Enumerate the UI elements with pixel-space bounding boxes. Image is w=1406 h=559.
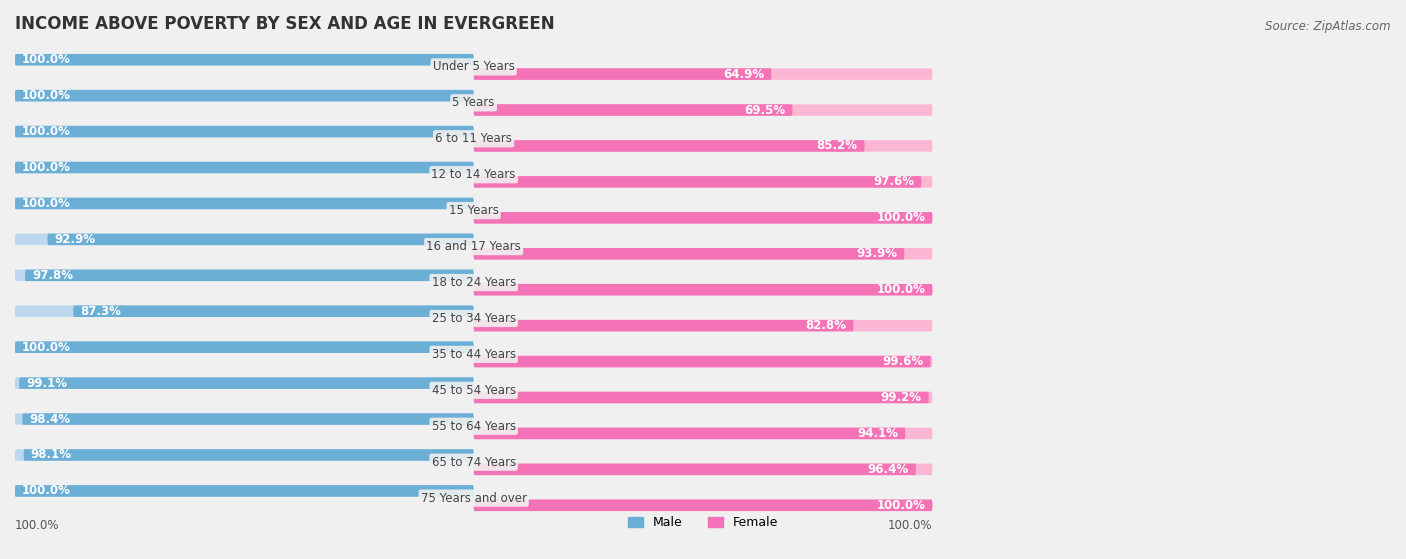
FancyBboxPatch shape (474, 320, 853, 331)
FancyBboxPatch shape (474, 140, 932, 151)
Text: 69.5%: 69.5% (744, 103, 786, 116)
Text: 100.0%: 100.0% (22, 340, 70, 354)
FancyBboxPatch shape (25, 269, 474, 281)
FancyBboxPatch shape (15, 449, 474, 461)
FancyBboxPatch shape (15, 126, 474, 138)
FancyBboxPatch shape (474, 105, 793, 116)
Text: 6 to 11 Years: 6 to 11 Years (436, 132, 512, 145)
FancyBboxPatch shape (474, 500, 932, 511)
FancyBboxPatch shape (474, 392, 932, 403)
FancyBboxPatch shape (474, 248, 932, 259)
FancyBboxPatch shape (15, 306, 474, 317)
FancyBboxPatch shape (15, 90, 474, 101)
Text: 100.0%: 100.0% (22, 197, 70, 210)
FancyBboxPatch shape (474, 356, 931, 367)
FancyBboxPatch shape (73, 306, 474, 317)
Text: 99.6%: 99.6% (883, 355, 924, 368)
Text: 75 Years and over: 75 Years and over (420, 491, 527, 505)
Text: 100.0%: 100.0% (876, 283, 925, 296)
Text: Under 5 Years: Under 5 Years (433, 60, 515, 73)
Text: 85.2%: 85.2% (817, 139, 858, 153)
FancyBboxPatch shape (474, 105, 932, 116)
Text: 55 to 64 Years: 55 to 64 Years (432, 420, 516, 433)
Text: 100.0%: 100.0% (876, 211, 925, 224)
Text: 100.0%: 100.0% (22, 161, 70, 174)
FancyBboxPatch shape (15, 269, 474, 281)
FancyBboxPatch shape (474, 212, 932, 224)
Text: 94.1%: 94.1% (858, 427, 898, 440)
FancyBboxPatch shape (22, 413, 474, 425)
Text: 65 to 74 Years: 65 to 74 Years (432, 456, 516, 468)
Text: 100.0%: 100.0% (22, 89, 70, 102)
Text: 5 Years: 5 Years (453, 96, 495, 110)
Text: 92.9%: 92.9% (55, 233, 96, 246)
Text: 100.0%: 100.0% (22, 485, 70, 498)
Legend: Male, Female: Male, Female (623, 511, 783, 534)
FancyBboxPatch shape (15, 413, 474, 425)
FancyBboxPatch shape (474, 284, 932, 296)
FancyBboxPatch shape (15, 54, 474, 65)
FancyBboxPatch shape (15, 342, 474, 353)
FancyBboxPatch shape (20, 377, 474, 389)
FancyBboxPatch shape (15, 198, 474, 209)
FancyBboxPatch shape (474, 463, 932, 475)
FancyBboxPatch shape (474, 176, 932, 188)
Text: 100.0%: 100.0% (22, 125, 70, 138)
Text: 99.2%: 99.2% (880, 391, 922, 404)
FancyBboxPatch shape (474, 68, 932, 80)
Text: 97.8%: 97.8% (32, 269, 73, 282)
FancyBboxPatch shape (474, 176, 921, 188)
FancyBboxPatch shape (15, 126, 474, 138)
FancyBboxPatch shape (15, 485, 474, 497)
Text: 64.9%: 64.9% (723, 68, 765, 80)
FancyBboxPatch shape (474, 463, 915, 475)
FancyBboxPatch shape (15, 162, 474, 173)
Text: 100.0%: 100.0% (15, 519, 59, 532)
FancyBboxPatch shape (474, 320, 932, 331)
Text: 96.4%: 96.4% (868, 463, 908, 476)
FancyBboxPatch shape (24, 449, 474, 461)
Text: 98.4%: 98.4% (30, 413, 70, 425)
FancyBboxPatch shape (474, 68, 772, 80)
FancyBboxPatch shape (474, 284, 932, 296)
Text: 12 to 14 Years: 12 to 14 Years (432, 168, 516, 181)
Text: 97.6%: 97.6% (873, 176, 914, 188)
FancyBboxPatch shape (474, 428, 932, 439)
FancyBboxPatch shape (15, 485, 474, 497)
FancyBboxPatch shape (15, 198, 474, 209)
FancyBboxPatch shape (48, 234, 474, 245)
Text: 35 to 44 Years: 35 to 44 Years (432, 348, 516, 361)
FancyBboxPatch shape (15, 377, 474, 389)
Text: 100.0%: 100.0% (22, 53, 70, 66)
Text: Source: ZipAtlas.com: Source: ZipAtlas.com (1265, 20, 1391, 33)
Text: 16 and 17 Years: 16 and 17 Years (426, 240, 522, 253)
FancyBboxPatch shape (474, 500, 932, 511)
FancyBboxPatch shape (15, 342, 474, 353)
Text: 87.3%: 87.3% (80, 305, 121, 318)
Text: 98.1%: 98.1% (31, 448, 72, 462)
Text: 25 to 34 Years: 25 to 34 Years (432, 312, 516, 325)
FancyBboxPatch shape (15, 90, 474, 101)
Text: 82.8%: 82.8% (806, 319, 846, 332)
Text: 93.9%: 93.9% (856, 247, 897, 260)
FancyBboxPatch shape (15, 54, 474, 65)
FancyBboxPatch shape (15, 162, 474, 173)
FancyBboxPatch shape (15, 234, 474, 245)
FancyBboxPatch shape (474, 248, 904, 259)
Text: 100.0%: 100.0% (876, 499, 925, 512)
Text: 15 Years: 15 Years (449, 204, 499, 217)
Text: 99.1%: 99.1% (25, 377, 67, 390)
FancyBboxPatch shape (474, 428, 905, 439)
Text: 45 to 54 Years: 45 to 54 Years (432, 384, 516, 397)
FancyBboxPatch shape (474, 212, 932, 224)
FancyBboxPatch shape (474, 356, 932, 367)
Text: INCOME ABOVE POVERTY BY SEX AND AGE IN EVERGREEN: INCOME ABOVE POVERTY BY SEX AND AGE IN E… (15, 15, 554, 33)
Text: 18 to 24 Years: 18 to 24 Years (432, 276, 516, 289)
FancyBboxPatch shape (474, 140, 865, 151)
Text: 100.0%: 100.0% (887, 519, 932, 532)
FancyBboxPatch shape (474, 392, 929, 403)
